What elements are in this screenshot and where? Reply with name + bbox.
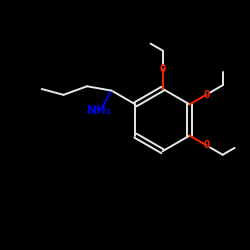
Text: O: O <box>203 140 210 150</box>
Text: NH₂: NH₂ <box>86 104 112 117</box>
Text: O: O <box>160 64 166 74</box>
Text: O: O <box>203 90 210 100</box>
